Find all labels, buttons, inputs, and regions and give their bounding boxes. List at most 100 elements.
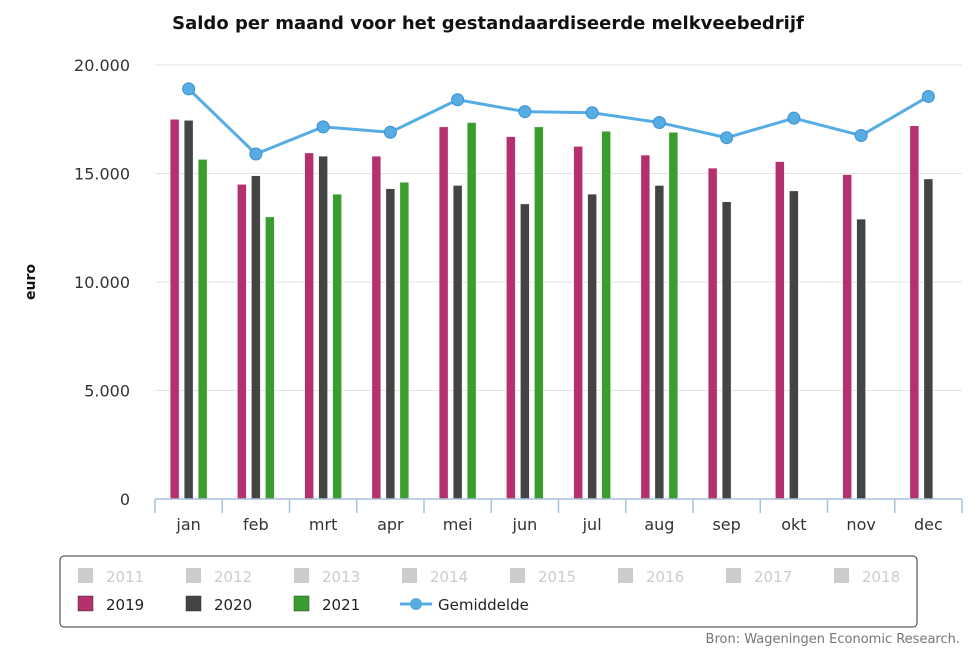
x-tick-label: sep: [712, 515, 740, 534]
x-tick-label: jun: [512, 515, 538, 534]
bar-2021-aug[interactable]: [668, 132, 679, 500]
point-Gemiddelde-mei[interactable]: [451, 93, 465, 107]
legend-swatch: [834, 568, 849, 583]
legend-item-2017[interactable]: 2017: [726, 568, 792, 586]
y-tick-label: 10.000: [74, 273, 130, 292]
legend-swatch: [185, 595, 202, 612]
legend-swatch: [294, 568, 309, 583]
legend-swatch: [293, 595, 310, 612]
bar-2020-jul[interactable]: [587, 193, 597, 500]
point-Gemiddelde-dec[interactable]: [921, 89, 935, 103]
x-axis: jan feb mrt apr mei jun jul aug sep okt nov dec: [154, 498, 963, 534]
point-Gemiddelde-aug[interactable]: [652, 116, 666, 130]
legend-swatch: [186, 568, 201, 583]
x-tick-label: dec: [914, 515, 943, 534]
bar-2020-jun[interactable]: [520, 203, 530, 500]
x-tick-label: apr: [377, 515, 404, 534]
bar-2019-dec[interactable]: [909, 125, 920, 500]
legend-swatch: [510, 568, 525, 583]
legend-box: [59, 555, 918, 628]
average-line: [182, 82, 935, 161]
bar-2019-feb[interactable]: [237, 184, 247, 500]
legend-item-Gemiddelde[interactable]: Gemiddelde: [400, 596, 529, 614]
legend-label: 2018: [862, 568, 900, 586]
y-tick-label: 20.000: [74, 56, 130, 75]
point-Gemiddelde-jan[interactable]: [182, 82, 196, 96]
bar-2020-apr[interactable]: [385, 188, 396, 500]
x-tick-label: mrt: [309, 515, 337, 534]
point-Gemiddelde-okt[interactable]: [787, 111, 801, 125]
point-Gemiddelde-sep[interactable]: [720, 131, 734, 145]
bar-2020-mei[interactable]: [452, 185, 463, 500]
legend-item-2016[interactable]: 2016: [618, 568, 684, 586]
x-tick-label: nov: [846, 515, 875, 534]
bar-2021-jan[interactable]: [197, 159, 208, 500]
legend-item-2014[interactable]: 2014: [402, 568, 468, 586]
bar-2021-apr[interactable]: [399, 181, 410, 500]
legend-label: 2020: [214, 596, 252, 614]
point-Gemiddelde-jul[interactable]: [585, 106, 599, 120]
legend-label: Gemiddelde: [438, 596, 529, 614]
point-Gemiddelde-mrt[interactable]: [316, 120, 330, 134]
bar-2019-mei[interactable]: [438, 126, 449, 500]
legend-item-2019[interactable]: 2019: [77, 595, 144, 614]
bar-2020-aug[interactable]: [654, 185, 665, 500]
legend-label: 2015: [538, 568, 576, 586]
bar-2019-jan[interactable]: [169, 119, 180, 500]
bar-2021-jul[interactable]: [601, 130, 611, 500]
bar-2019-nov[interactable]: [842, 174, 852, 500]
bar-2019-jun[interactable]: [506, 136, 516, 500]
bar-2019-aug[interactable]: [640, 154, 651, 500]
legend-item-2012[interactable]: 2012: [186, 568, 252, 586]
legend-swatch: [77, 595, 94, 612]
bar-2019-sep[interactable]: [707, 167, 718, 500]
y-tick-labels: 0 5.000 10.000 15.000 20.000: [74, 56, 130, 509]
legend-label: 2017: [754, 568, 792, 586]
source-credit: Bron: Wageningen Economic Research.: [706, 632, 960, 647]
legend-item-2011[interactable]: 2011: [78, 568, 144, 586]
legend-label: 2019: [106, 596, 144, 614]
point-Gemiddelde-apr[interactable]: [383, 125, 397, 139]
bar-2019-mrt[interactable]: [304, 152, 314, 500]
bar-2020-sep[interactable]: [721, 201, 732, 500]
bar-2019-apr[interactable]: [371, 155, 382, 500]
bar-2020-dec[interactable]: [923, 178, 934, 500]
legend[interactable]: 2011 2012 2013 2014 2015 2016 2017 2018 2019 2020…: [59, 555, 918, 628]
legend-label: 2012: [214, 568, 252, 586]
y-axis-label: euro: [23, 264, 39, 300]
x-tick-label: jul: [582, 515, 602, 534]
bar-2021-jun[interactable]: [534, 126, 544, 500]
legend-swatch: [726, 568, 741, 583]
bar-2020-mrt[interactable]: [318, 155, 328, 500]
bar-2020-feb[interactable]: [251, 175, 261, 500]
bar-2019-okt[interactable]: [775, 161, 785, 500]
y-tick-label: 0: [120, 490, 130, 509]
bar-2021-mrt[interactable]: [332, 193, 342, 500]
legend-swatch: [618, 568, 633, 583]
y-tick-label: 15.000: [74, 165, 130, 184]
legend-item-2015[interactable]: 2015: [510, 568, 576, 586]
legend-label: 2021: [322, 596, 360, 614]
bar-2020-okt[interactable]: [789, 190, 799, 500]
bar-2019-jul[interactable]: [573, 146, 583, 500]
point-Gemiddelde-nov[interactable]: [854, 129, 868, 143]
legend-swatch: [78, 568, 93, 583]
legend-item-2020[interactable]: 2020: [185, 595, 252, 614]
bar-2021-feb[interactable]: [265, 216, 275, 500]
y-tick-label: 5.000: [84, 382, 130, 401]
legend-item-2018[interactable]: 2018: [834, 568, 900, 586]
legend-item-2013[interactable]: 2013: [294, 568, 360, 586]
bar-2020-jan[interactable]: [183, 120, 194, 500]
legend-label: 2014: [430, 568, 468, 586]
x-tick-label: aug: [644, 515, 674, 534]
bar-2020-nov[interactable]: [856, 218, 866, 500]
bar-2021-mei[interactable]: [466, 122, 477, 500]
bars: [169, 119, 934, 500]
point-Gemiddelde-feb[interactable]: [249, 147, 263, 161]
legend-label: 2011: [106, 568, 144, 586]
legend-item-2021[interactable]: 2021: [293, 595, 360, 614]
x-tick-label: okt: [781, 515, 806, 534]
legend-swatch: [402, 568, 417, 583]
point-Gemiddelde-jun[interactable]: [518, 105, 532, 119]
